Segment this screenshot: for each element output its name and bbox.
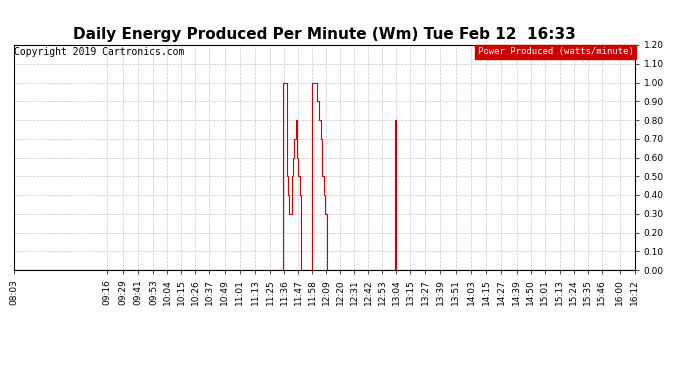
Title: Daily Energy Produced Per Minute (Wm) Tue Feb 12  16:33: Daily Energy Produced Per Minute (Wm) Tu…: [73, 27, 575, 42]
Text: Copyright 2019 Cartronics.com: Copyright 2019 Cartronics.com: [14, 47, 185, 57]
Text: Power Produced (watts/minute): Power Produced (watts/minute): [477, 47, 633, 56]
